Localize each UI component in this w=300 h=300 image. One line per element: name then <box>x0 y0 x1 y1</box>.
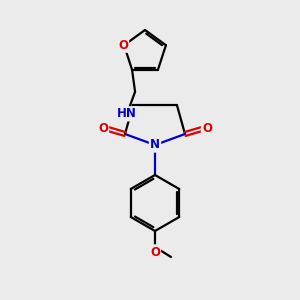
Text: O: O <box>118 39 128 52</box>
Text: HN: HN <box>117 107 137 120</box>
Text: N: N <box>150 139 160 152</box>
Text: O: O <box>202 122 212 136</box>
Text: O: O <box>150 245 160 259</box>
Text: O: O <box>98 122 108 136</box>
